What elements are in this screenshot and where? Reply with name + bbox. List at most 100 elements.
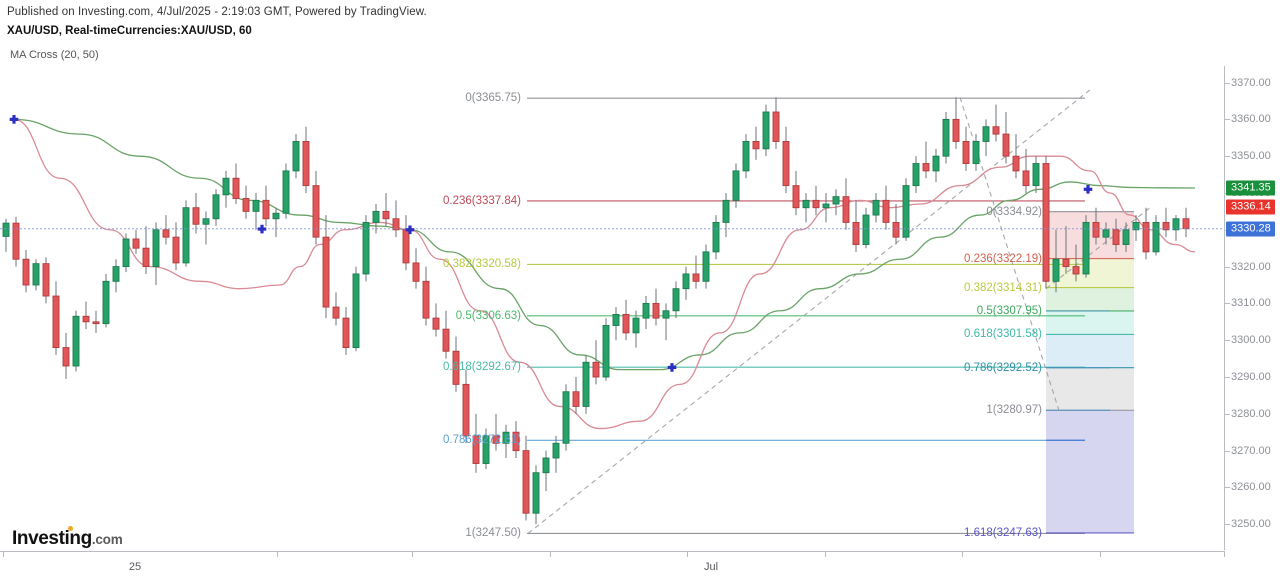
- chart-plot-area[interactable]: 0(3365.75) 0.236(3337.84) 0.382(3320.58) 0.…: [0, 66, 1224, 550]
- fib-band-layer: [1046, 211, 1134, 533]
- candlestick: [1172, 215, 1180, 241]
- fib-level-label: 0.786(3272.81): [442, 434, 521, 447]
- candlestick: [982, 119, 990, 157]
- fib-level-label: 0.618(3292.67): [442, 361, 521, 374]
- price-tick-label: 3300.00: [1231, 334, 1271, 347]
- candlestick: [542, 450, 550, 492]
- price-tick-label: 3280.00: [1231, 407, 1271, 420]
- candlestick: [232, 163, 240, 205]
- fib-level-label: 0.382(3314.31): [963, 281, 1042, 294]
- candlestick: [312, 170, 320, 245]
- candlestick: [152, 222, 160, 285]
- price-tick-label: 3260.00: [1231, 481, 1271, 494]
- candlestick: [1062, 226, 1070, 274]
- ma-slow-badge[interactable]: 3336.14: [1226, 199, 1275, 215]
- price-tick-mark: [1225, 303, 1230, 305]
- candlestick: [872, 192, 880, 223]
- symbol-title: XAU/USD, Real-timeCurrencies:XAU/USD, 60: [7, 25, 252, 37]
- candlestick: [412, 248, 420, 289]
- candlestick: [552, 435, 560, 473]
- candlestick: [962, 126, 970, 171]
- candlestick: [592, 340, 600, 385]
- candlestick: [262, 185, 270, 227]
- ma-cross-marker[interactable]: [667, 363, 677, 372]
- candlestick: [932, 148, 940, 182]
- candlestick: [1132, 215, 1140, 241]
- candlestick: [1092, 207, 1100, 245]
- candlestick: [602, 318, 610, 381]
- candlestick: [912, 156, 920, 193]
- candlestick: [832, 189, 840, 216]
- price-tick-label: 3310.00: [1231, 297, 1271, 310]
- candlestick: [882, 185, 890, 230]
- candlestick: [772, 97, 780, 149]
- candlestick: [422, 266, 430, 326]
- candlestick: [112, 259, 120, 293]
- time-tick-mark: [825, 552, 826, 557]
- price-tick-label: 3320.00: [1231, 260, 1271, 273]
- candlestick: [672, 281, 680, 319]
- candlestick: [942, 112, 950, 164]
- fib-level-label: 0.382(3320.58): [442, 258, 521, 271]
- candlestick: [762, 104, 770, 157]
- candlestick: [502, 424, 510, 458]
- candlestick: [1032, 156, 1040, 193]
- candlestick: [792, 170, 800, 216]
- candlestick-series[interactable]: [0, 66, 1224, 550]
- candlestick: [322, 215, 330, 319]
- candlestick: [512, 421, 520, 458]
- ma-cross-marker[interactable]: [257, 224, 267, 234]
- candlestick: [432, 303, 440, 337]
- price-tick-mark: [1225, 82, 1230, 84]
- candlestick: [1122, 222, 1130, 252]
- investing-logo: Investing .com: [12, 526, 123, 550]
- ma-cross-marker[interactable]: [405, 225, 415, 235]
- price-axis-line: [1224, 66, 1225, 550]
- ma-fast-badge[interactable]: 3341.35: [1226, 180, 1275, 196]
- price-tick-mark: [1225, 413, 1230, 415]
- candlestick: [2, 218, 10, 252]
- indicator-label: MA Cross (20, 50): [10, 49, 99, 61]
- candlestick: [692, 255, 700, 289]
- time-tick-mark: [277, 552, 278, 557]
- candlestick: [782, 126, 790, 193]
- candlestick: [392, 200, 400, 238]
- candlestick: [1162, 207, 1170, 238]
- candlestick: [1102, 222, 1110, 245]
- ma-cross-marker[interactable]: [9, 115, 19, 124]
- candlestick: [62, 332, 70, 379]
- candlestick: [1142, 207, 1150, 260]
- candlestick: [712, 215, 720, 260]
- candlestick: [1082, 215, 1090, 278]
- candlestick: [572, 377, 580, 414]
- candlestick: [32, 259, 40, 291]
- price-tick-mark: [1225, 487, 1230, 489]
- ma-cross-marker-layer[interactable]: [0, 66, 1224, 550]
- time-tick-mark: [687, 552, 688, 557]
- fib-level-label: 0.5(3306.63): [455, 309, 521, 322]
- candlestick: [122, 233, 130, 273]
- candlestick: [182, 200, 190, 267]
- ma-cross-marker[interactable]: [1083, 185, 1093, 194]
- logo-text: Investing: [12, 528, 92, 549]
- candlestick: [272, 207, 280, 238]
- candlestick: [1002, 112, 1010, 164]
- logo-suffix: .com: [91, 532, 123, 547]
- candlestick: [492, 413, 500, 451]
- candlestick: [382, 192, 390, 227]
- candlestick: [462, 369, 470, 444]
- candlestick: [802, 192, 810, 223]
- candlestick: [522, 435, 530, 521]
- price-tick-label: 3290.00: [1231, 371, 1271, 383]
- price-axis[interactable]: 3370.003360.003350.003340.003330.003320.…: [1225, 66, 1280, 550]
- candlestick: [562, 384, 570, 451]
- candlestick: [352, 266, 360, 352]
- time-tick-mark: [1100, 552, 1101, 557]
- candlestick: [362, 215, 370, 282]
- candlestick: [682, 266, 690, 300]
- fib-level-label: 1(3280.97): [986, 404, 1042, 417]
- last-price-badge[interactable]: 3330.28: [1226, 221, 1275, 237]
- candlestick: [442, 310, 450, 359]
- candlestick: [1042, 156, 1050, 289]
